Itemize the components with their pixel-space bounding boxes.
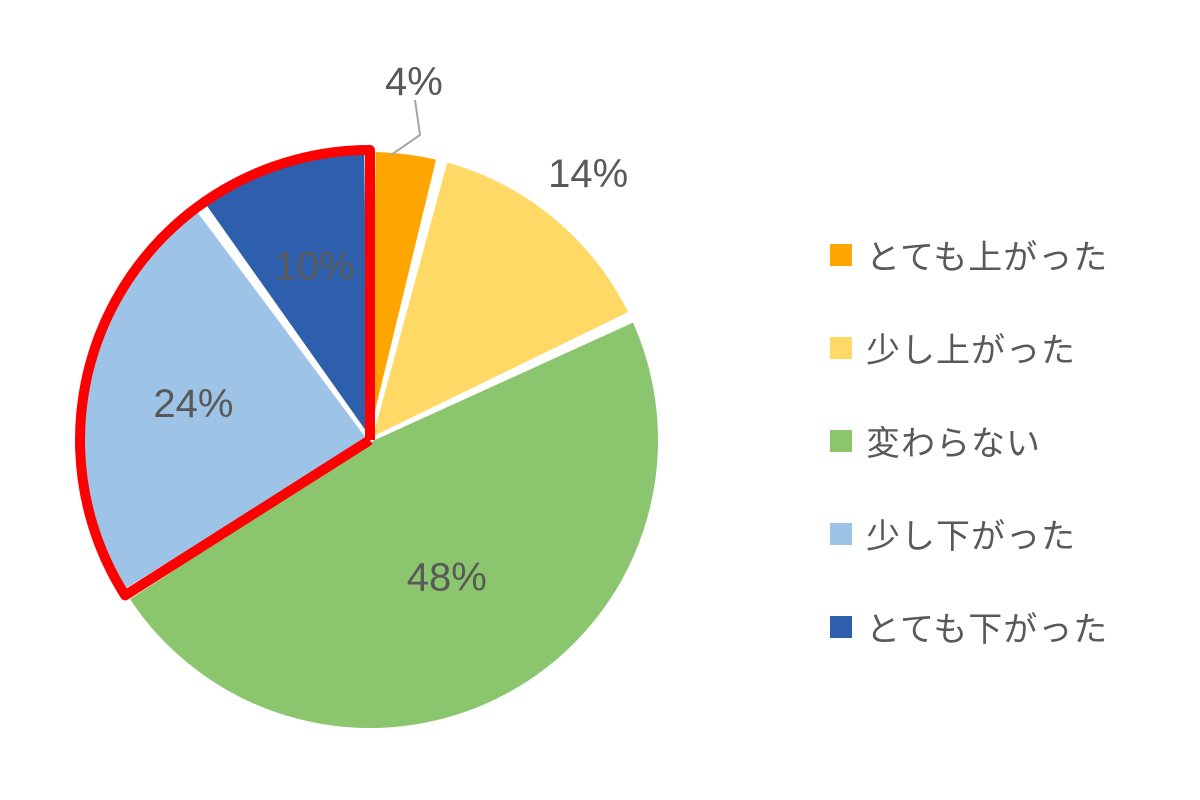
- slice-label-little_up: 14%: [548, 152, 628, 196]
- slice-label-little_dn: 24%: [153, 382, 233, 426]
- legend-item: とても上がった: [830, 230, 1108, 279]
- slice-label-very_up: 4%: [385, 60, 443, 105]
- legend-label: 変わらない: [866, 416, 1041, 465]
- legend-label: とても下がった: [866, 602, 1108, 651]
- slice-label-same: 48%: [407, 555, 487, 599]
- legend-label: とても上がった: [866, 230, 1108, 279]
- legend-swatch: [830, 616, 852, 638]
- callout-leader: [391, 100, 420, 155]
- legend-item: 少し上がった: [830, 323, 1108, 372]
- legend: とても上がった 少し上がった 変わらない 少し下がった とても下がった: [830, 230, 1108, 695]
- legend-swatch: [830, 244, 852, 266]
- legend-item: とても下がった: [830, 602, 1108, 651]
- legend-swatch: [830, 430, 852, 452]
- legend-item: 少し下がった: [830, 509, 1108, 558]
- pie-chart-container: 14% 48% 24% 10% とても上がった 少し上がった 変わらない 少し下がった…: [0, 0, 1200, 800]
- legend-item: 変わらない: [830, 416, 1108, 465]
- legend-swatch: [830, 523, 852, 545]
- legend-label: 少し下がった: [866, 509, 1076, 558]
- legend-label: 少し上がった: [866, 323, 1076, 372]
- slice-label-very_dn: 10%: [274, 245, 354, 289]
- legend-swatch: [830, 337, 852, 359]
